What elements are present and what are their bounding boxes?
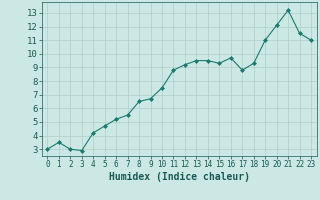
X-axis label: Humidex (Indice chaleur): Humidex (Indice chaleur) [109,172,250,182]
